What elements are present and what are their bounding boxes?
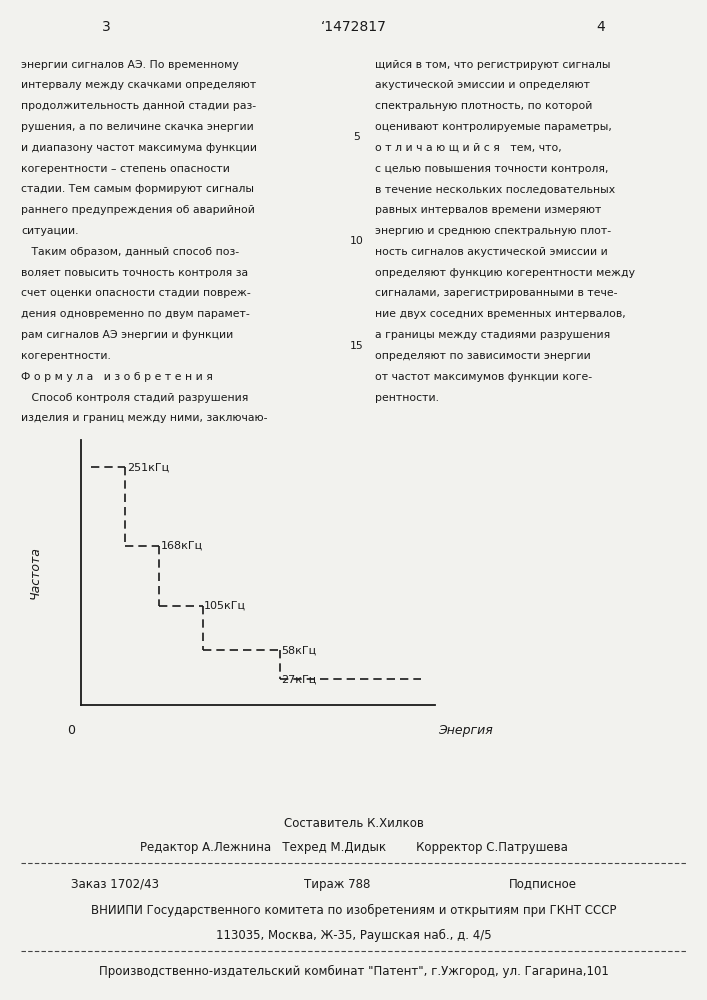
Text: дения одновременно по двум парамет-: дения одновременно по двум парамет- [21, 309, 250, 319]
Text: 5: 5 [354, 132, 361, 142]
Text: Способ контроля стадий разрушения: Способ контроля стадий разрушения [21, 393, 249, 403]
Text: Ф о р м у л а   и з о б р е т е н и я: Ф о р м у л а и з о б р е т е н и я [21, 372, 213, 382]
Text: Тираж 788: Тираж 788 [304, 878, 370, 891]
Text: ние двух соседних временных интервалов,: ние двух соседних временных интервалов, [375, 309, 626, 319]
Text: 113035, Москва, Ж-35, Раушская наб., д. 4/5: 113035, Москва, Ж-35, Раушская наб., д. … [216, 929, 491, 942]
Text: 3: 3 [102, 20, 110, 34]
Text: сигналами, зарегистрированными в тече-: сигналами, зарегистрированными в тече- [375, 288, 617, 298]
Text: когерентности – степень опасности: когерентности – степень опасности [21, 164, 230, 174]
Text: рентности.: рентности. [375, 393, 439, 403]
Text: Редактор А.Лежнина   Техред М.Дидык        Корректор С.Патрушева: Редактор А.Лежнина Техред М.Дидык Коррек… [139, 842, 568, 854]
Text: определяют функцию когерентности между: определяют функцию когерентности между [375, 268, 635, 278]
Text: Частота: Частота [29, 546, 42, 599]
Text: стадии. Тем самым формируют сигналы: стадии. Тем самым формируют сигналы [21, 184, 255, 194]
Text: ность сигналов акустической эмиссии и: ность сигналов акустической эмиссии и [375, 247, 607, 257]
Text: Составитель К.Хилков: Составитель К.Хилков [284, 817, 423, 830]
Text: а границы между стадиями разрушения: а границы между стадиями разрушения [375, 330, 610, 340]
Text: 15: 15 [350, 341, 364, 351]
Text: акустической эмиссии и определяют: акустической эмиссии и определяют [375, 80, 590, 90]
Text: 105кГц: 105кГц [204, 601, 246, 611]
Text: 251кГц: 251кГц [127, 462, 169, 472]
Text: ВНИИПИ Государственного комитета по изобретениям и открытиям при ГКНТ СССР: ВНИИПИ Государственного комитета по изоб… [90, 904, 617, 917]
Text: спектральную плотность, по которой: спектральную плотность, по которой [375, 101, 592, 111]
Text: от частот максимумов функции коге-: от частот максимумов функции коге- [375, 372, 592, 382]
Text: с целью повышения точности контроля,: с целью повышения точности контроля, [375, 164, 608, 174]
Text: энергию и среднюю спектральную плот-: энергию и среднюю спектральную плот- [375, 226, 611, 236]
Text: и диапазону частот максимума функции: и диапазону частот максимума функции [21, 143, 257, 153]
Text: Заказ 1702/43: Заказ 1702/43 [71, 878, 158, 891]
Text: продолжительность данной стадии раз-: продолжительность данной стадии раз- [21, 101, 257, 111]
Text: 10: 10 [350, 236, 364, 246]
Text: 58кГц: 58кГц [281, 645, 317, 655]
Text: 27кГц: 27кГц [281, 674, 317, 684]
Text: щийся в том, что регистрируют сигналы: щийся в том, что регистрируют сигналы [375, 60, 610, 70]
Text: Таким образом, данный способ поз-: Таким образом, данный способ поз- [21, 247, 240, 257]
Text: ‘1472817: ‘1472817 [320, 20, 387, 34]
Text: когерентности.: когерентности. [21, 351, 111, 361]
Text: энергии сигналов АЭ. По временному: энергии сигналов АЭ. По временному [21, 60, 239, 70]
Text: раннего предупреждения об аварийной: раннего предупреждения об аварийной [21, 205, 255, 215]
Text: оценивают контролируемые параметры,: оценивают контролируемые параметры, [375, 122, 612, 132]
Text: 168кГц: 168кГц [160, 541, 202, 551]
Text: изделия и границ между ними, заключаю-: изделия и границ между ними, заключаю- [21, 413, 268, 423]
Text: 0: 0 [66, 724, 75, 737]
Text: определяют по зависимости энергии: определяют по зависимости энергии [375, 351, 590, 361]
Text: 4: 4 [597, 20, 605, 34]
Text: Энергия: Энергия [438, 724, 493, 737]
Text: рушения, а по величине скачка энергии: рушения, а по величине скачка энергии [21, 122, 254, 132]
Text: ситуации.: ситуации. [21, 226, 78, 236]
Text: счет оценки опасности стадии повреж-: счет оценки опасности стадии повреж- [21, 288, 251, 298]
Text: интервалу между скачками определяют: интервалу между скачками определяют [21, 80, 257, 90]
Text: Подписное: Подписное [509, 878, 577, 891]
Text: рам сигналов АЭ энергии и функции: рам сигналов АЭ энергии и функции [21, 330, 233, 340]
Text: в течение нескольких последовательных: в течение нескольких последовательных [375, 184, 615, 194]
Text: о т л и ч а ю щ и й с я   тем, что,: о т л и ч а ю щ и й с я тем, что, [375, 143, 561, 153]
Text: Производственно-издательский комбинат "Патент", г.Ужгород, ул. Гагарина,101: Производственно-издательский комбинат "П… [98, 965, 609, 978]
Text: равных интервалов времени измеряют: равных интервалов времени измеряют [375, 205, 601, 215]
Text: воляет повысить точность контроля за: воляет повысить точность контроля за [21, 268, 248, 278]
